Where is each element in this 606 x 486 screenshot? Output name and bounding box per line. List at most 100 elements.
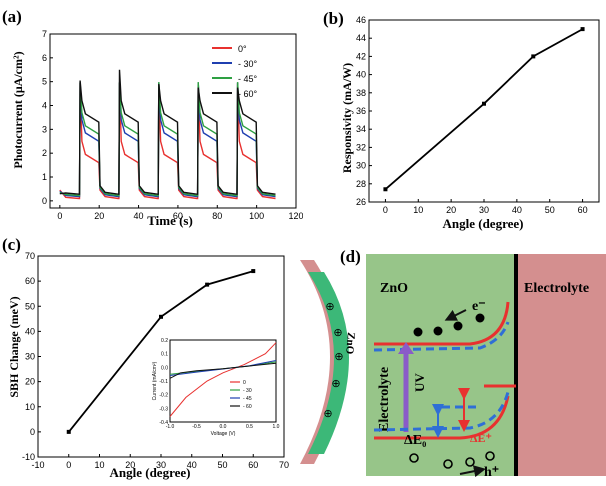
a-legend-label: - 30° [238, 59, 258, 69]
plus-symbol-3: ⊕ [334, 351, 343, 363]
plus-symbol-5: ⊕ [323, 408, 332, 420]
c-data-point [159, 314, 163, 319]
a-legend-label: - 45° [238, 74, 258, 84]
b-ytick-label: 34 [356, 124, 366, 134]
hole-3 [465, 457, 475, 467]
inset-legend-label: - 30 [243, 388, 252, 394]
c-ytick-label: -10 [22, 452, 35, 462]
a-ytick-label: 2 [42, 148, 47, 158]
c-xtick-label: 0 [66, 460, 71, 470]
b-ytick-label: 36 [356, 106, 366, 116]
inset-xtick-label: 0.0 [220, 424, 227, 430]
inset-ytick-label: -0.3 [159, 406, 168, 412]
plus-symbol-1: ⊕ [325, 301, 334, 313]
inset-ytick-label: -0.1 [159, 379, 168, 385]
a-xtick-label: 80 [212, 211, 222, 221]
inset-series-line-1 [169, 342, 277, 417]
inset-legend-label: 0 [243, 380, 246, 386]
b-ytick-label: 44 [356, 33, 366, 43]
panel-b: (b) 0 10 20 30 40 50 60 26 28 30 32 34 36 38 40 42 44 46 … [303, 0, 606, 232]
c-ytick-label: 30 [25, 352, 35, 362]
c-data-point [205, 282, 210, 287]
electron-dot-3 [453, 321, 463, 331]
electron-dot-1 [413, 327, 423, 337]
c-ylabel: SBH Change (meV) [7, 296, 21, 397]
c-xtick-label: 60 [248, 460, 258, 470]
electrolyte-region [518, 254, 606, 476]
c-xtick-label: 70 [279, 460, 289, 470]
a-series-line-2 [59, 82, 276, 198]
b-data-point [383, 187, 388, 192]
inset-ytick-label: -0.2 [159, 393, 168, 399]
b-ytick-label: 46 [356, 15, 366, 25]
inset-xtick-label: -0.5 [192, 424, 201, 430]
panel-a: (a) 0 20 40 60 80 100 120 0 1 2 3 4 5 6 7 0° - 30° - 45°… [0, 0, 304, 232]
c-ytick-label: 70 [25, 251, 35, 261]
plus-symbol-4: ⊕ [331, 378, 340, 390]
delta-e0-label: ΔE₀ [404, 433, 426, 448]
inset-xlabel: Voltage (V) [211, 431, 236, 437]
b-ytick-label: 26 [356, 197, 366, 207]
a-series-line-3 [59, 82, 276, 197]
c-xtick-label: 30 [156, 460, 166, 470]
b-ytick-label: 32 [356, 142, 366, 152]
b-ytick-label: 40 [356, 70, 366, 80]
a-ytick-label: 3 [42, 124, 47, 134]
sbh-chart: (c) -10 0 10 20 30 40 50 60 70 -10 0 10 20 30 40 50 60 70… [2, 235, 289, 480]
b-data-point [482, 101, 486, 106]
c-ytick-label: 20 [25, 377, 35, 387]
b-xtick-label: 10 [413, 205, 423, 215]
c-xtick-label: 10 [94, 460, 104, 470]
inset-ylabel: Current (mA/cm²) [152, 361, 158, 400]
b-data-point [531, 54, 536, 59]
a-legend-label: - 60° [238, 89, 258, 99]
conduction-band [374, 301, 510, 346]
a-xtick-label: 0 [57, 211, 62, 221]
inset-xtick-label: 0.5 [246, 424, 253, 430]
b-ytick-label: 28 [356, 179, 366, 189]
b-series-line [384, 28, 584, 190]
a-xtick-label: 120 [288, 211, 303, 221]
electrolyte-label: Electrolyte [524, 281, 589, 296]
hole-arrow [459, 465, 486, 478]
hole-4 [485, 451, 495, 461]
hole-1 [409, 453, 419, 463]
uv-arrow-head [398, 342, 414, 354]
inset-ytick-label: -0.4 [159, 420, 168, 426]
photocurrent-chart: (a) 0 20 40 60 80 100 120 0 1 2 3 4 5 6 7 0° - 30° - 45°… [2, 7, 304, 228]
a-ytick-label: 7 [42, 29, 47, 39]
zno-label: ZnO [380, 281, 408, 296]
hole-2 [443, 459, 453, 469]
a-series-line-1 [59, 83, 276, 200]
c-data-point [251, 269, 256, 274]
a-xtick-label: 40 [134, 211, 144, 221]
c-ytick-label: 40 [25, 326, 35, 336]
conduction-band-shifted [373, 321, 510, 352]
c-xtick-label: 20 [125, 460, 135, 470]
curved-zno-label: ZnO [343, 332, 357, 355]
inset-ytick-label: 0.1 [161, 352, 168, 358]
a-ytick-label: 6 [42, 53, 47, 63]
panel-b-label: (b) [323, 9, 344, 28]
b-ytick-label: 38 [356, 88, 366, 98]
a-ytick-label: 1 [42, 172, 47, 182]
electron-dot-2 [433, 326, 443, 336]
electron-label: e⁻ [472, 299, 486, 314]
b-xtick-label: 60 [578, 205, 588, 215]
c-ytick-label: 50 [25, 301, 35, 311]
valence-band-shifted [373, 391, 510, 432]
panel-c: (c) -10 0 10 20 30 40 50 60 70 -10 0 10 20 30 40 50 60 70… [0, 232, 300, 481]
c-ytick-label: 10 [25, 402, 35, 412]
a-ytick-label: 0 [42, 196, 47, 206]
a-xtick-label: 60 [173, 211, 183, 221]
a-series-line-4 [59, 69, 276, 195]
a-xtick-label: 100 [249, 211, 264, 221]
curved-zno-layer [308, 272, 349, 454]
c-xlabel: Angle (degree) [110, 465, 191, 480]
c-data-point [66, 429, 71, 434]
responsivity-chart: (b) 0 10 20 30 40 50 602628303234363840424446 … [323, 9, 600, 231]
a-legend-label: 0° [238, 44, 247, 54]
c-ytick-label: 0 [30, 427, 35, 437]
b-xtick-label: 50 [545, 205, 555, 215]
inset-ytick-label: 0.0 [161, 365, 168, 371]
